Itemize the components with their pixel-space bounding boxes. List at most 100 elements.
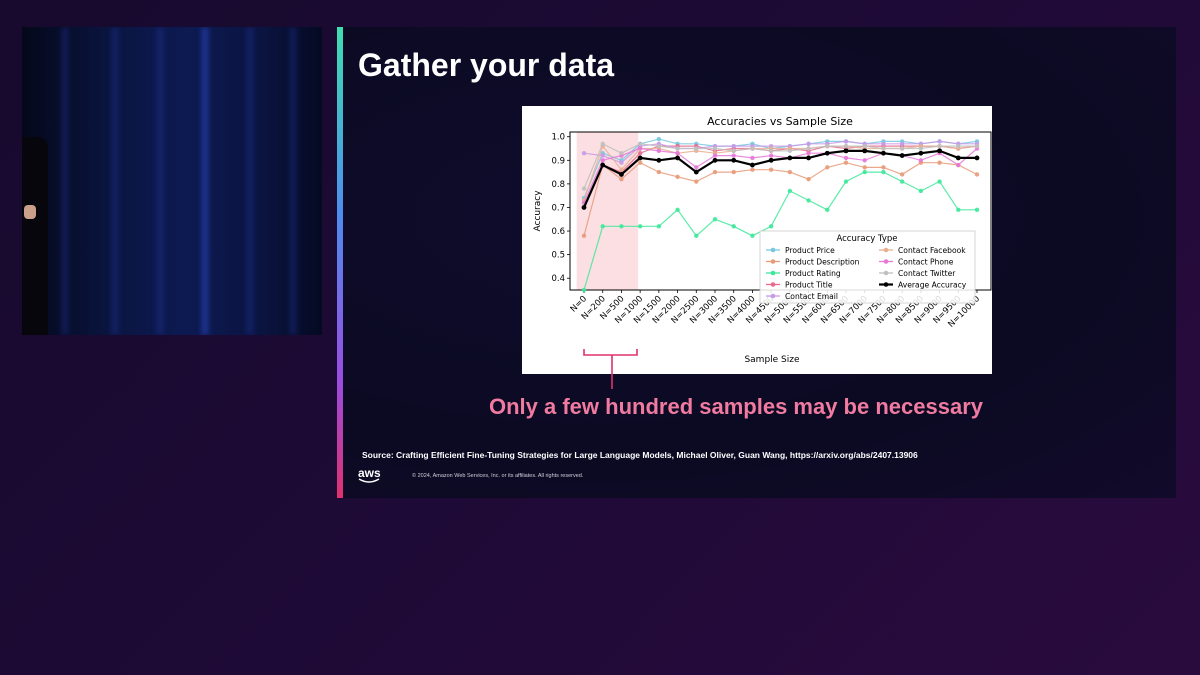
data-point (974, 172, 980, 177)
data-point (862, 148, 868, 154)
legend-entry-label: Contact Twitter (898, 269, 956, 278)
data-point (694, 165, 699, 170)
legend-entry-label: Contact Facebook (898, 246, 966, 255)
data-point (581, 233, 587, 238)
y-tick-label: 0.7 (551, 203, 565, 213)
data-point (619, 160, 624, 165)
legend-entry-label: Contact Email (785, 292, 838, 301)
legend-swatch-marker (770, 293, 776, 299)
aws-smile-icon (358, 478, 380, 483)
data-point (675, 151, 680, 156)
data-point (619, 172, 624, 177)
data-point (675, 155, 680, 161)
data-point (581, 287, 587, 293)
slide-accent-bar (337, 27, 343, 498)
data-point (768, 148, 774, 154)
data-point (974, 155, 980, 161)
data-point (881, 141, 886, 146)
data-point (825, 207, 830, 213)
data-point (843, 139, 849, 144)
aws-logo-text: aws (358, 466, 381, 480)
y-tick-label: 0.6 (551, 227, 565, 237)
data-point (656, 143, 662, 149)
data-point (619, 224, 624, 229)
data-point (787, 188, 793, 194)
data-point (824, 150, 830, 156)
data-point (750, 146, 755, 151)
data-point (712, 153, 718, 158)
data-point (787, 169, 793, 175)
data-point (600, 224, 605, 229)
data-point (694, 179, 699, 184)
highlight-band (576, 132, 639, 290)
data-point (899, 179, 905, 184)
data-point (581, 186, 587, 191)
series-line (583, 161, 978, 236)
data-point (843, 148, 849, 154)
data-point (600, 158, 605, 163)
data-point (581, 151, 587, 156)
data-point (750, 233, 755, 238)
data-point (806, 146, 811, 151)
data-point (862, 169, 867, 175)
data-point (731, 157, 737, 163)
data-point (581, 205, 587, 210)
y-tick-label: 0.9 (551, 156, 565, 166)
data-point (656, 148, 662, 154)
series-line (583, 142, 977, 189)
speaker-silhouette (22, 137, 48, 335)
data-point (825, 165, 830, 170)
legend-entry-label: Product Description (785, 258, 860, 267)
data-point (956, 207, 961, 213)
data-point (956, 143, 961, 149)
legend: Accuracy Type Product Price Product Descr… (759, 230, 976, 304)
data-point (787, 148, 793, 154)
data-point (750, 155, 755, 161)
y-tick-label: 0.5 (551, 251, 565, 261)
data-point (899, 141, 905, 146)
data-point (806, 198, 811, 203)
source-citation: Source: Crafting Efficient Fine-Tuning S… (362, 450, 918, 460)
data-point (862, 143, 867, 149)
legend-entry-label: Average Accuracy (898, 281, 967, 290)
data-point (918, 158, 924, 163)
data-point (768, 167, 774, 172)
data-point (956, 162, 961, 168)
series-line (583, 145, 978, 208)
speaker-video-feed (22, 27, 322, 335)
data-point (731, 169, 736, 175)
slide-title: Gather your data (358, 47, 615, 83)
speaker-hand (24, 205, 36, 219)
y-tick-label: 0.4 (551, 274, 565, 284)
data-point (693, 169, 699, 175)
data-point (974, 207, 980, 213)
data-point (694, 233, 699, 238)
highlight-bracket (583, 349, 638, 389)
legend-entry-label: Product Price (785, 246, 835, 255)
data-point (899, 172, 905, 177)
data-point (918, 150, 924, 156)
data-point (843, 160, 849, 165)
data-point (937, 160, 942, 165)
data-point (750, 162, 755, 168)
copyright-text: © 2024, Amazon Web Services, Inc. or its… (412, 473, 584, 479)
data-point (694, 146, 699, 151)
data-point (712, 217, 718, 222)
legend-swatch-marker (883, 282, 889, 287)
data-point (955, 155, 961, 161)
data-point (750, 167, 755, 172)
series-line (583, 144, 978, 201)
data-point (712, 169, 718, 175)
series-group (581, 136, 980, 293)
data-point (731, 224, 736, 229)
data-point (806, 176, 811, 182)
data-point (600, 153, 605, 158)
data-point (881, 150, 886, 156)
data-point (918, 146, 924, 151)
y-tick-label: 1.0 (551, 133, 565, 143)
data-point (731, 148, 736, 154)
presentation-slide: Gather your data Accuracies vs Sample Si… (337, 27, 1176, 498)
legend-entry-label: Product Title (785, 281, 833, 290)
data-point (619, 167, 624, 172)
legend-swatch-marker (770, 259, 776, 264)
